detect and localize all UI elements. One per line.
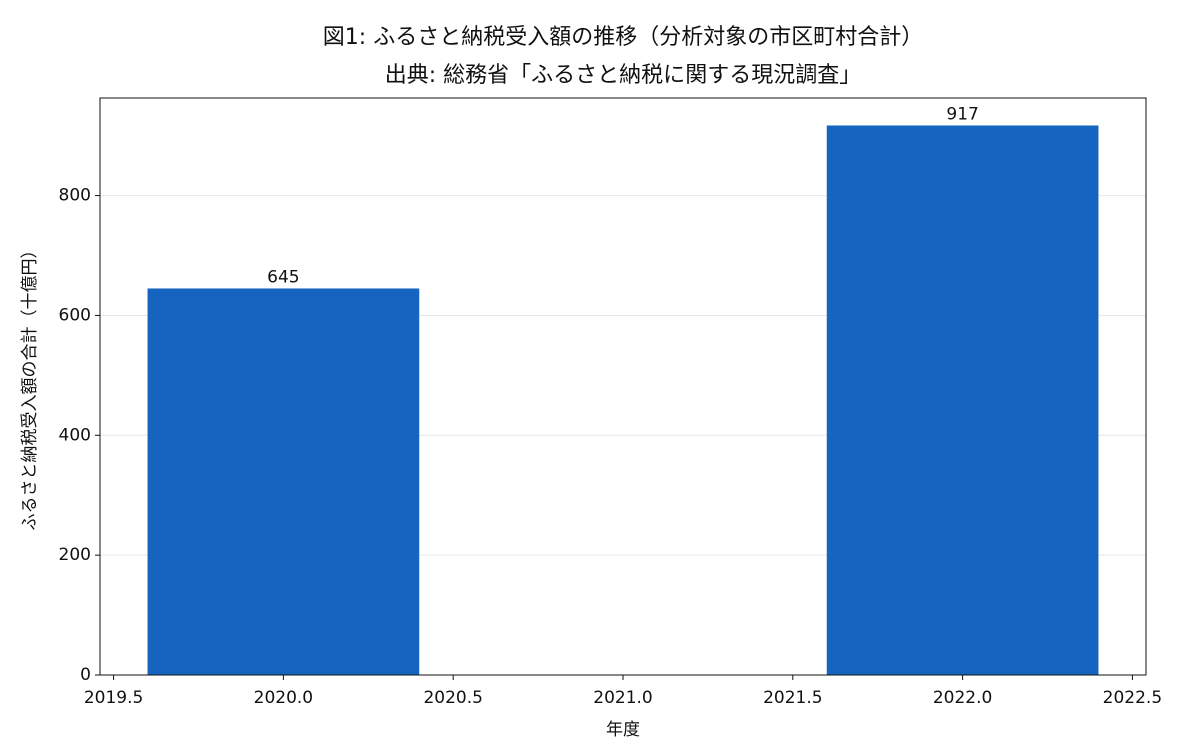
chart-title: 図1: ふるさと納税受入額の推移（分析対象の市区町村合計） — [323, 25, 923, 50]
y-tick-label: 0 — [80, 665, 91, 685]
x-axis-label: 年度 — [606, 720, 640, 740]
chart-subtitle: 出典: 総務省「ふるさと納税に関する現況調査」 — [385, 63, 861, 88]
bar — [826, 125, 1099, 675]
value-label: 917 — [946, 104, 978, 124]
x-tick-label: 2019.5 — [84, 688, 143, 708]
y-tick-label: 400 — [59, 425, 91, 445]
x-tick-label: 2021.5 — [763, 688, 822, 708]
y-tick-label: 800 — [59, 186, 91, 206]
x-tick-label: 2022.0 — [933, 688, 992, 708]
x-tick-label: 2020.5 — [423, 688, 482, 708]
value-label: 645 — [267, 267, 299, 287]
x-tick-label: 2020.0 — [254, 688, 313, 708]
y-tick-label: 200 — [59, 545, 91, 565]
plot-frame — [99, 97, 1147, 676]
bar — [147, 288, 420, 675]
y-axis-label: ふるさと納税受入額の合計（十億円） — [20, 242, 40, 531]
y-tick-label: 600 — [59, 305, 91, 325]
x-tick-label: 2022.5 — [1103, 688, 1162, 708]
x-tick-label: 2021.0 — [593, 688, 652, 708]
